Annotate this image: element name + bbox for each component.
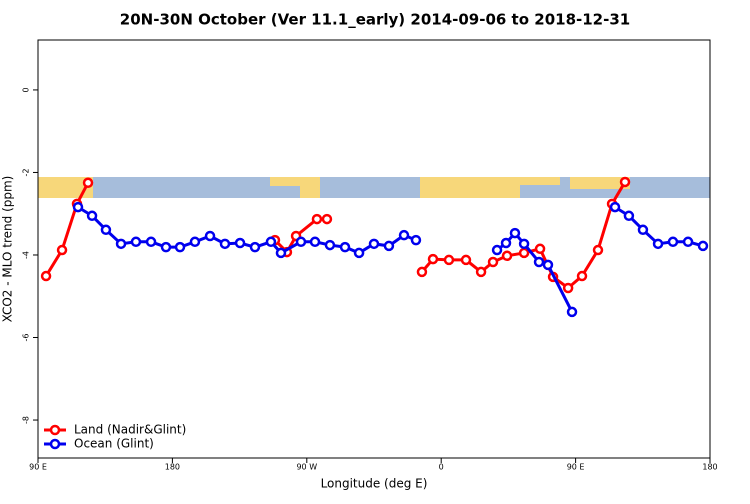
point: [275, 247, 287, 259]
point: [427, 253, 439, 265]
point: [40, 270, 52, 282]
point: [72, 201, 84, 213]
x-tick-label: 180: [702, 463, 717, 472]
point: [234, 237, 246, 249]
point: [410, 234, 422, 246]
point: [249, 241, 261, 253]
point: [682, 236, 694, 248]
point: [487, 256, 499, 268]
point: [56, 244, 68, 256]
x-tick-label: 90 E: [567, 463, 585, 472]
x-axis-label: Longitude (deg E): [321, 477, 428, 491]
point: [265, 236, 277, 248]
point: [637, 224, 649, 236]
point: [204, 230, 216, 242]
point: [368, 238, 380, 250]
point: [609, 201, 621, 213]
point: [500, 237, 512, 249]
chart-title: 20N-30N October (Ver 11.1_early) 2014-09…: [120, 11, 630, 29]
point: [619, 176, 631, 188]
point: [542, 259, 554, 271]
point: [576, 270, 588, 282]
plot-frame: [37, 39, 711, 459]
y-tick-label: -2: [22, 168, 31, 176]
legend-label: Land (Nadir&Glint): [74, 423, 186, 437]
point: [130, 236, 142, 248]
point: [416, 266, 428, 278]
map-strip: [38, 177, 710, 198]
point: [189, 236, 201, 248]
point: [86, 210, 98, 222]
point: [219, 238, 231, 250]
point: [398, 229, 410, 241]
point: [324, 239, 336, 251]
point: [339, 241, 351, 253]
point: [460, 254, 472, 266]
legend-label: Ocean (Glint): [74, 437, 154, 451]
point: [321, 213, 333, 225]
point: [592, 244, 604, 256]
series-line: [77, 205, 704, 313]
point: [534, 243, 546, 255]
legend-marker: [49, 438, 61, 450]
y-tick-label: 0: [22, 87, 31, 92]
point: [491, 244, 503, 256]
point: [100, 224, 112, 236]
point: [518, 238, 530, 250]
point: [566, 306, 578, 318]
y-axis-label: XCO2 - MLO trend (ppm): [1, 176, 15, 323]
point: [160, 241, 172, 253]
point: [501, 250, 513, 262]
point: [667, 236, 679, 248]
point: [509, 227, 521, 239]
point: [383, 240, 395, 252]
point: [309, 236, 321, 248]
x-tick-label: 90 W: [296, 463, 317, 472]
point: [115, 238, 127, 250]
point: [562, 282, 574, 294]
point: [443, 254, 455, 266]
point: [652, 238, 664, 250]
point: [697, 240, 709, 252]
point: [145, 236, 157, 248]
x-tick-label: 180: [165, 463, 180, 472]
y-tick-label: -6: [22, 334, 31, 342]
point: [623, 210, 635, 222]
point: [533, 256, 545, 268]
point: [82, 177, 94, 189]
point: [295, 236, 307, 248]
point: [475, 266, 487, 278]
legend-marker: [49, 424, 61, 436]
y-tick-label: -8: [22, 416, 31, 424]
point: [311, 213, 323, 225]
x-tick-label: 0: [439, 463, 444, 472]
y-tick-label: -4: [22, 251, 31, 259]
x-tick-label: 90 E: [29, 463, 47, 472]
point: [518, 247, 530, 259]
point: [353, 247, 365, 259]
point: [174, 241, 186, 253]
